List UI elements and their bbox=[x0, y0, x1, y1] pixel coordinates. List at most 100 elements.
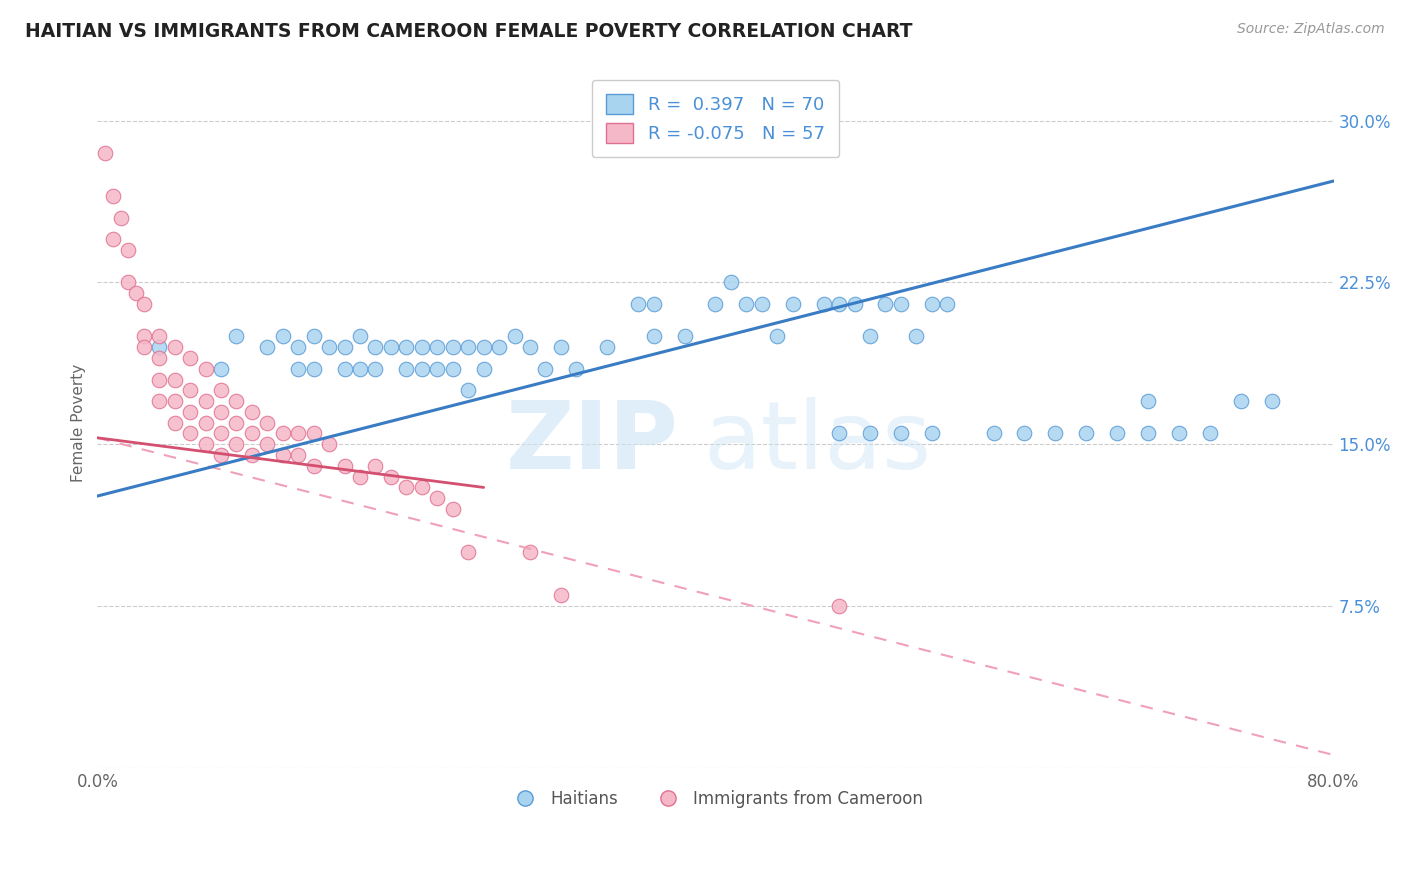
Point bbox=[209, 361, 232, 376]
Point bbox=[163, 416, 186, 430]
Point bbox=[179, 405, 201, 419]
Point bbox=[318, 340, 340, 354]
Point bbox=[349, 361, 371, 376]
Point bbox=[828, 599, 851, 613]
Point bbox=[472, 361, 495, 376]
Point bbox=[349, 329, 371, 343]
Point bbox=[333, 458, 356, 473]
Point bbox=[163, 340, 186, 354]
Point bbox=[704, 297, 727, 311]
Point bbox=[287, 361, 309, 376]
Point bbox=[132, 329, 155, 343]
Y-axis label: Female Poverty: Female Poverty bbox=[72, 364, 86, 482]
Point bbox=[751, 297, 773, 311]
Point bbox=[921, 297, 943, 311]
Point bbox=[813, 297, 835, 311]
Point bbox=[125, 286, 148, 301]
Point bbox=[148, 394, 170, 409]
Text: atlas: atlas bbox=[703, 398, 931, 490]
Point bbox=[132, 297, 155, 311]
Point bbox=[364, 340, 387, 354]
Point bbox=[163, 372, 186, 386]
Point bbox=[411, 480, 433, 494]
Point bbox=[1230, 394, 1253, 409]
Point bbox=[271, 426, 294, 441]
Point bbox=[859, 426, 882, 441]
Point bbox=[596, 340, 619, 354]
Point bbox=[240, 448, 263, 462]
Point bbox=[720, 276, 742, 290]
Point bbox=[1014, 426, 1036, 441]
Point bbox=[1199, 426, 1222, 441]
Point bbox=[550, 340, 572, 354]
Point bbox=[380, 340, 402, 354]
Point bbox=[503, 329, 526, 343]
Point bbox=[302, 329, 325, 343]
Point bbox=[117, 276, 139, 290]
Point bbox=[179, 384, 201, 398]
Point bbox=[364, 361, 387, 376]
Point bbox=[302, 458, 325, 473]
Point bbox=[132, 340, 155, 354]
Point bbox=[875, 297, 897, 311]
Point bbox=[148, 351, 170, 365]
Point bbox=[194, 361, 217, 376]
Point bbox=[921, 426, 943, 441]
Point bbox=[890, 426, 912, 441]
Point bbox=[488, 340, 510, 354]
Point bbox=[411, 340, 433, 354]
Point bbox=[828, 426, 851, 441]
Point bbox=[472, 340, 495, 354]
Point bbox=[271, 448, 294, 462]
Point bbox=[426, 491, 449, 506]
Point bbox=[519, 340, 541, 354]
Point bbox=[148, 329, 170, 343]
Point bbox=[287, 426, 309, 441]
Point bbox=[1260, 394, 1282, 409]
Point bbox=[110, 211, 132, 225]
Point bbox=[643, 297, 665, 311]
Point bbox=[673, 329, 696, 343]
Point bbox=[534, 361, 557, 376]
Point bbox=[209, 426, 232, 441]
Point bbox=[983, 426, 1005, 441]
Point bbox=[256, 340, 278, 354]
Point bbox=[225, 416, 247, 430]
Point bbox=[519, 545, 541, 559]
Point bbox=[550, 588, 572, 602]
Point bbox=[457, 384, 479, 398]
Point bbox=[426, 361, 449, 376]
Point bbox=[225, 329, 247, 343]
Point bbox=[905, 329, 928, 343]
Point bbox=[565, 361, 588, 376]
Point bbox=[333, 361, 356, 376]
Point bbox=[890, 297, 912, 311]
Point bbox=[1045, 426, 1067, 441]
Point bbox=[256, 416, 278, 430]
Point bbox=[1137, 426, 1160, 441]
Point bbox=[457, 545, 479, 559]
Point bbox=[859, 329, 882, 343]
Point bbox=[782, 297, 804, 311]
Point bbox=[209, 405, 232, 419]
Point bbox=[101, 232, 124, 246]
Point bbox=[441, 340, 464, 354]
Point bbox=[209, 384, 232, 398]
Text: ZIP: ZIP bbox=[506, 398, 678, 490]
Point bbox=[302, 426, 325, 441]
Point bbox=[828, 297, 851, 311]
Point bbox=[936, 297, 959, 311]
Point bbox=[1168, 426, 1191, 441]
Point bbox=[194, 437, 217, 451]
Text: Source: ZipAtlas.com: Source: ZipAtlas.com bbox=[1237, 22, 1385, 37]
Point bbox=[148, 340, 170, 354]
Point bbox=[318, 437, 340, 451]
Point bbox=[1137, 394, 1160, 409]
Point bbox=[240, 426, 263, 441]
Text: HAITIAN VS IMMIGRANTS FROM CAMEROON FEMALE POVERTY CORRELATION CHART: HAITIAN VS IMMIGRANTS FROM CAMEROON FEMA… bbox=[25, 22, 912, 41]
Point bbox=[643, 329, 665, 343]
Point bbox=[441, 361, 464, 376]
Point bbox=[225, 394, 247, 409]
Point bbox=[287, 340, 309, 354]
Point bbox=[735, 297, 758, 311]
